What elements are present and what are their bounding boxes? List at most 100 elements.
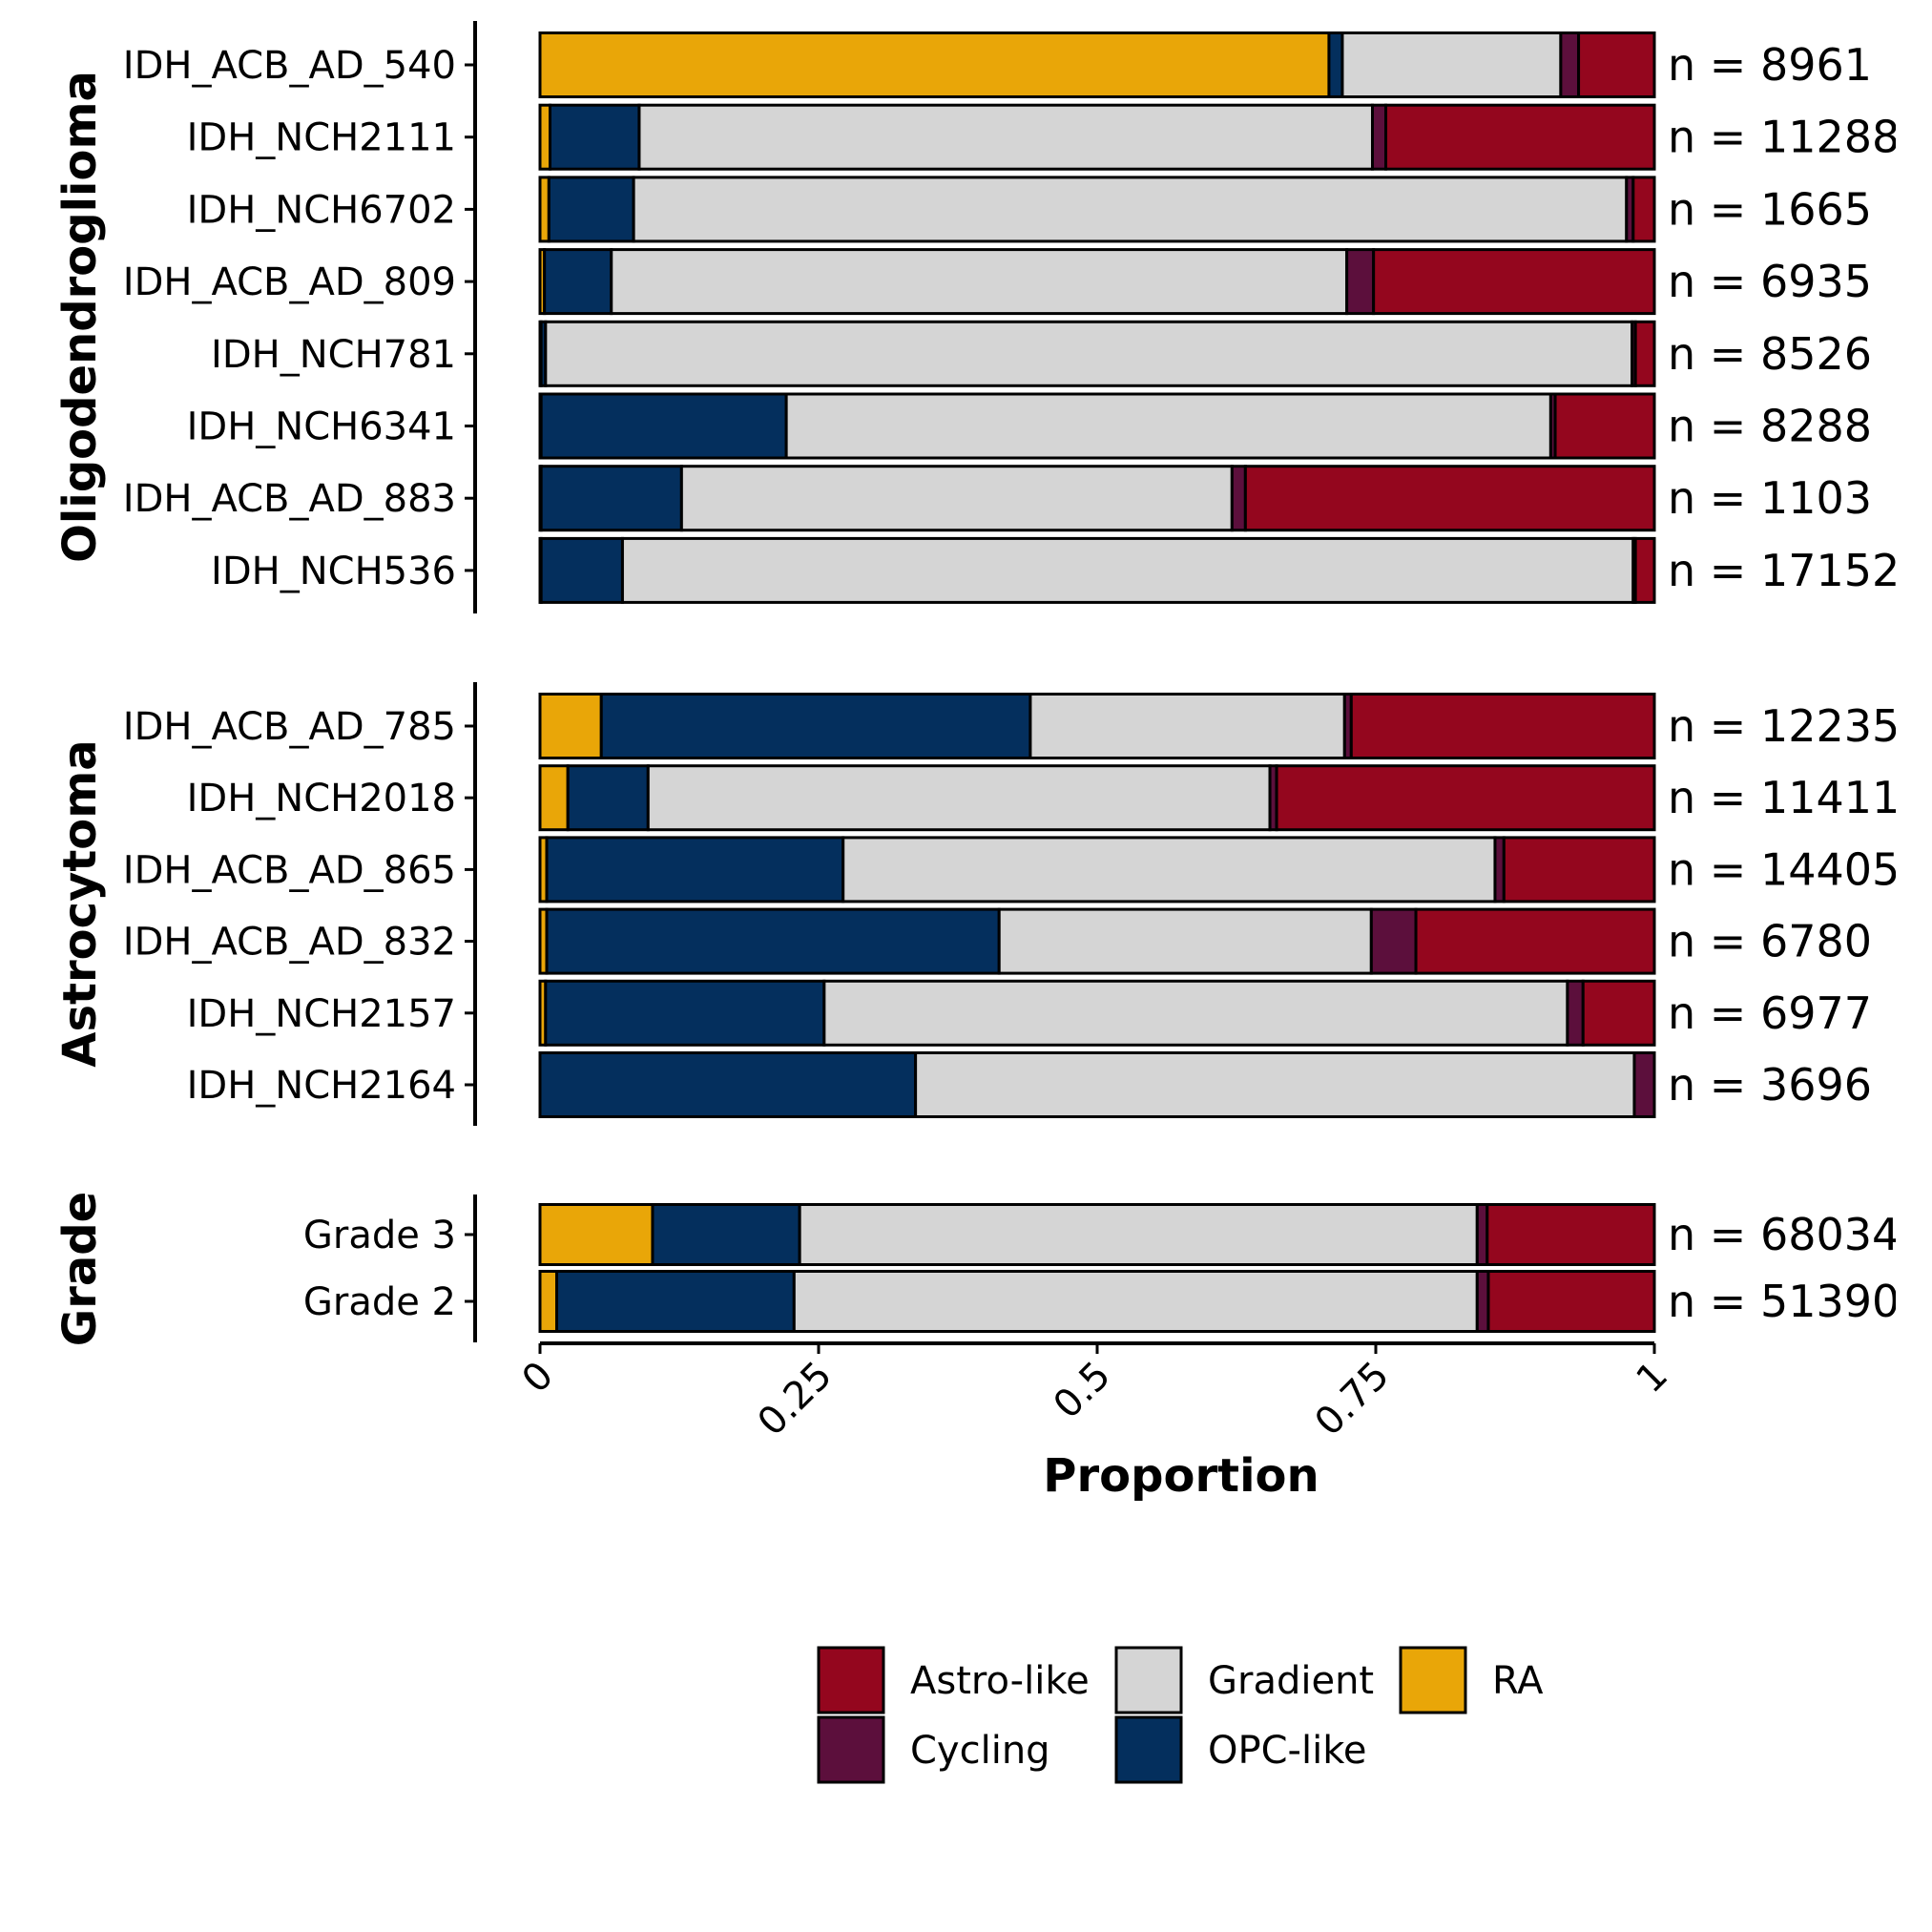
bar-segment-ra — [538, 693, 603, 759]
legend-item-opc-like: OPC-like — [1114, 1715, 1367, 1784]
bar-segment-ra — [538, 1203, 654, 1266]
legend-label: Cycling — [910, 1729, 1050, 1773]
bar-segment-opc-like — [547, 176, 635, 243]
bar-segment-gradient — [798, 1203, 1479, 1266]
bar-segment-opc-like — [544, 979, 826, 1047]
y-tick-label: IDH_ACB_AD_865 — [123, 848, 456, 892]
bar-segment-opc-like — [539, 465, 683, 532]
x-tick-label: 0.25 — [750, 1354, 841, 1445]
bar-segment-opc-like — [566, 764, 650, 832]
y-tick-label: IDH_ACB_AD_540 — [123, 44, 456, 88]
chart-panels: Oligodendroglioma IDH_ACB_AD_540 n = 8961 I… — [53, 21, 1900, 1346]
bar-segment-opc-like — [543, 248, 613, 316]
y-tick-label: IDH_ACB_AD_883 — [123, 477, 456, 521]
count-label: n = 14405 — [1668, 843, 1900, 895]
bar-segment-ra — [538, 1270, 559, 1333]
panel-title-oligodendroglioma: Oligodendroglioma — [53, 71, 107, 563]
count-label: n = 12235 — [1668, 700, 1900, 752]
bar-segment-gradient — [620, 536, 1635, 604]
bar-segment-ra — [538, 103, 552, 171]
count-label: n = 8961 — [1668, 39, 1872, 91]
bar-segment-astro-like — [1485, 1203, 1656, 1266]
bar-segment-gradient — [841, 836, 1497, 904]
bar-segment-ra — [538, 31, 1331, 98]
count-label: n = 1665 — [1668, 183, 1872, 235]
panel-oligodendroglioma: Oligodendroglioma IDH_ACB_AD_540 n = 8961 I… — [53, 21, 1900, 613]
bar-segment-gradient — [1340, 31, 1563, 98]
legend-label: Gradient — [1208, 1659, 1374, 1703]
y-tick-label: IDH_NCH536 — [211, 550, 456, 593]
bar-segment-opc-like — [599, 693, 1032, 759]
count-label: n = 1103 — [1668, 472, 1872, 524]
panel-title-astrocytoma: Astrocytoma — [53, 739, 107, 1067]
panel-title-grade: Grade — [53, 1192, 107, 1346]
bar-segment-astro-like — [1275, 764, 1656, 832]
count-label: n = 68034 — [1668, 1209, 1900, 1260]
count-label: n = 8526 — [1668, 328, 1872, 380]
count-label: n = 6780 — [1668, 916, 1872, 967]
legend-swatch-ra — [1399, 1646, 1467, 1714]
y-tick-label: IDH_ACB_AD_809 — [123, 260, 456, 304]
bar-segment-cycling — [1345, 248, 1376, 316]
legend-label: Astro-like — [910, 1659, 1090, 1703]
bar-segment-opc-like — [545, 907, 1001, 975]
bar-segment-gradient — [544, 320, 1634, 387]
y-tick-label: IDH_ACB_AD_832 — [123, 921, 456, 965]
bar-segment-opc-like — [549, 103, 641, 171]
count-label: n = 17152 — [1668, 545, 1900, 596]
bar-segment-astro-like — [1631, 176, 1656, 243]
bar-segment-opc-like — [1327, 31, 1344, 98]
legend-swatch-cycling — [817, 1715, 885, 1784]
y-tick-label: Grade 3 — [303, 1214, 456, 1257]
y-tick-label: IDH_NCH2164 — [187, 1064, 456, 1108]
bar-segment-opc-like — [538, 1051, 918, 1118]
y-tick-label: IDH_ACB_AD_785 — [123, 705, 456, 749]
y-tick-label: IDH_NCH2157 — [187, 992, 456, 1036]
bar-segment-astro-like — [1633, 536, 1656, 604]
bar-segment-astro-like — [1553, 392, 1656, 460]
y-tick-label: Grade 2 — [303, 1280, 456, 1324]
legend: Astro-like Cycling Gradient OPC-like RA — [817, 1646, 1544, 1784]
bar-segment-gradient — [1028, 693, 1346, 759]
bar-segment-opc-like — [545, 836, 845, 904]
y-tick-label: IDH_NCH2018 — [187, 777, 456, 821]
bar-segment-gradient — [610, 248, 1349, 316]
count-label: n = 6935 — [1668, 256, 1872, 307]
bar-segment-cycling — [1632, 1051, 1656, 1118]
bar-segment-astro-like — [1384, 103, 1656, 171]
bar-segment-gradient — [784, 392, 1552, 460]
count-label: n = 6977 — [1668, 987, 1872, 1039]
panel-grade: Grade Grade 3 n = 68034 Grade 2 n = 51390 — [53, 1192, 1900, 1346]
bar-segment-gradient — [637, 103, 1374, 171]
bar-segment-gradient — [997, 907, 1373, 975]
legend-label: OPC-like — [1208, 1729, 1367, 1773]
bar-segment-astro-like — [1349, 693, 1656, 759]
bar-segment-ra — [538, 764, 570, 832]
legend-swatch-astro-like — [817, 1646, 885, 1714]
legend-item-ra: RA — [1399, 1646, 1544, 1714]
legend-swatch-opc-like — [1114, 1715, 1183, 1784]
count-label: n = 51390 — [1668, 1276, 1900, 1327]
legend-item-cycling: Cycling — [817, 1715, 1050, 1784]
bar-segment-cycling — [1475, 1203, 1489, 1266]
bar-segment-cycling — [1370, 103, 1388, 171]
bar-segment-astro-like — [1486, 1270, 1656, 1333]
y-tick-label: IDH_NCH781 — [211, 333, 456, 377]
x-tick-label: 0.75 — [1307, 1354, 1399, 1445]
count-label: n = 11288 — [1668, 112, 1900, 163]
legend-item-astro-like: Astro-like — [817, 1646, 1090, 1714]
bar-segment-gradient — [646, 764, 1272, 832]
x-axis-title: Proportion — [1043, 1449, 1319, 1503]
x-tick-label: 1 — [1629, 1354, 1677, 1402]
count-label: n = 8288 — [1668, 401, 1872, 452]
bar-segment-cycling — [1369, 907, 1418, 975]
bar-segment-astro-like — [1414, 907, 1656, 975]
x-axis: 0 0.25 0.5 0.75 1 — [514, 1341, 1677, 1445]
panel-astrocytoma: Astrocytoma IDH_ACB_AD_785 n = 12235 IDH_NC… — [53, 682, 1900, 1126]
y-tick-label: IDH_NCH6341 — [187, 405, 456, 449]
legend-swatch-gradient — [1114, 1646, 1183, 1714]
x-tick-label: 0 — [514, 1354, 563, 1402]
y-tick-label: IDH_NCH2111 — [187, 116, 456, 160]
bar-segment-cycling — [1230, 465, 1247, 532]
bar-segment-cycling — [1475, 1270, 1490, 1333]
